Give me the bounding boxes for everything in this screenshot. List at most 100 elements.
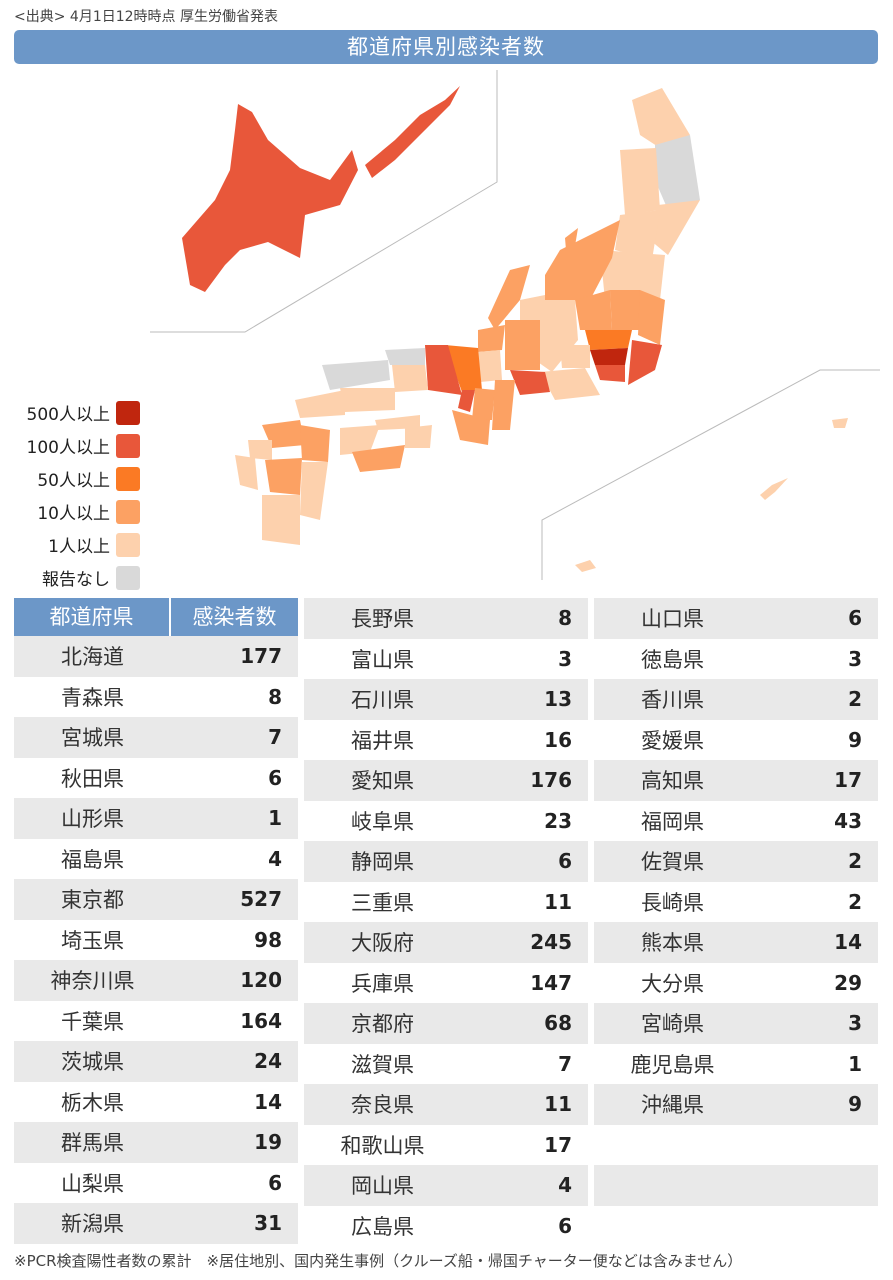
table-row: 京都府 68 [304,1003,588,1044]
legend-item: 50人以上 [14,462,140,495]
infection-count: 245 [530,930,572,955]
legend-swatch [116,499,140,524]
prefecture-name: 新潟県 [61,1212,124,1237]
infection-count: 14 [254,1089,282,1114]
prefecture-name: 沖縄県 [641,1093,704,1118]
table-row: 三重県 11 [304,882,588,923]
map-tochigi [610,290,640,330]
table-column-2: 長野県 8 富山県 3 石川県 13 福井県 16 愛知県 176 岐阜県 23 静岡県 6 三重県 11 大阪… [304,598,588,1246]
prefecture-name: 滋賀県 [351,1052,414,1077]
prefecture-name: 長崎県 [641,890,704,915]
map-south-islands [575,560,596,572]
map-iwate [655,135,700,210]
prefecture-name: 徳島県 [641,647,704,672]
map-akita [620,148,660,215]
infection-count: 3 [848,1011,862,1036]
table-row: 大阪府 245 [304,922,588,963]
inset-divider-hokkaido [150,70,498,333]
header-prefecture: 都道府県 [14,598,169,636]
table-row: 山梨県 6 [14,1163,298,1204]
map-yamagata [615,210,660,260]
map-okinawa [760,478,788,500]
table-row: 山口県 6 [594,598,878,639]
map-nagano [535,300,578,372]
prefecture-name: 北海道 [61,645,124,670]
prefecture-name: 大分県 [641,971,704,996]
prefecture-name: 京都府 [351,1012,414,1037]
prefecture-name: 福岡県 [641,809,704,834]
infection-count: 14 [834,930,862,955]
prefecture-name: 埼玉県 [61,928,124,953]
map-wakayama [452,410,490,445]
prefecture-name: 富山県 [351,647,414,672]
table-rows: 長野県 8 富山県 3 石川県 13 福井県 16 愛知県 176 岐阜県 23 静岡県 6 三重県 11 大阪… [304,598,588,1246]
prefecture-name: 三重県 [351,890,414,915]
infection-count: 24 [254,1049,282,1074]
infection-count: 147 [530,970,572,995]
table-row: 福井県 16 [304,720,588,761]
table-row: 千葉県 164 [14,1001,298,1042]
infection-count: 2 [848,849,862,874]
infection-count: 6 [268,765,282,790]
table-row: 宮崎県 3 [594,1003,878,1044]
map-osaka [458,390,475,412]
legend-label: 500人以上 [26,405,110,425]
map-niigata [545,220,620,300]
map-ibaraki [638,290,665,345]
map-mie [492,380,515,430]
table-row: 秋田県 6 [14,758,298,799]
footnote: ※PCR検査陽性者数の累計 ※居住地別、国内発生事例（クルーズ船・帰国チャーター… [14,1252,743,1270]
infection-count: 43 [834,808,862,833]
table-row: 熊本県 14 [594,922,878,963]
prefecture-name: 山形県 [61,807,124,832]
map-kanagawa [595,365,625,382]
map-kurils [365,86,460,178]
map-tokyo [590,348,628,365]
table-row: 大分県 29 [594,963,878,1004]
legend-label: 100人以上 [26,438,110,458]
infection-count: 16 [544,727,572,752]
prefecture-name: 群馬県 [61,1131,124,1156]
prefecture-name: 岡山県 [351,1174,414,1199]
map-ishikawa [488,265,530,330]
map-hyogo [425,345,462,395]
prefecture-name: 神奈川県 [50,969,135,994]
map-miyazaki [300,462,328,520]
table-row: 香川県 2 [594,679,878,720]
infection-count: 4 [558,1173,572,1198]
prefecture-name: 熊本県 [641,931,704,956]
inset-divider-okinawa [541,369,880,580]
legend: 500人以上 100人以上 50人以上 10人以上 1人以上 報告なし [14,396,140,594]
map-tokushima [405,425,432,448]
prefecture-name: 愛媛県 [641,728,704,753]
map-oita [300,425,330,462]
table-row: 新潟県 31 [14,1203,298,1244]
map-kumamoto [265,458,302,495]
prefecture-name: 大阪府 [351,931,414,956]
map-gifu [505,320,540,370]
map-okinawa-east [832,418,848,428]
prefecture-name: 青森県 [61,685,124,710]
infection-count: 11 [544,1092,572,1117]
map-toyama [520,295,545,320]
table-row: 茨城県 24 [14,1041,298,1082]
table-row: 山形県 1 [14,798,298,839]
map-ehime [340,425,380,455]
map-okayama [392,365,428,392]
prefecture-name: 福井県 [351,728,414,753]
table-row: 岡山県 4 [304,1165,588,1206]
table-row: 滋賀県 7 [304,1044,588,1085]
infection-count: 31 [254,1211,282,1236]
prefecture-name: 千葉県 [61,1009,124,1034]
map-hiroshima [340,388,395,412]
legend-item: 1人以上 [14,528,140,561]
infection-count: 9 [848,1092,862,1117]
map-shiga [478,350,502,382]
prefecture-name: 石川県 [351,688,414,713]
infection-count: 7 [268,725,282,750]
map-fukushima [600,250,665,300]
infection-count: 13 [544,687,572,712]
table-row: 長野県 8 [304,598,588,639]
prefecture-name: 宮崎県 [641,1012,704,1037]
table-row: 埼玉県 98 [14,920,298,961]
